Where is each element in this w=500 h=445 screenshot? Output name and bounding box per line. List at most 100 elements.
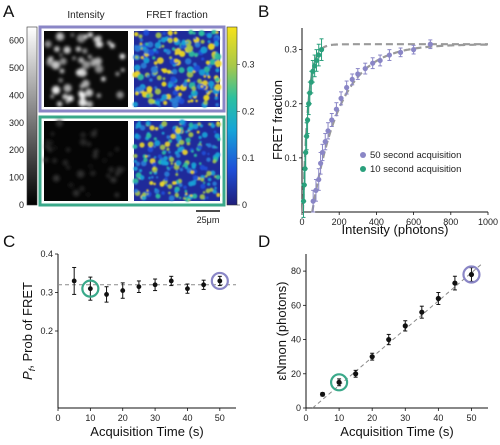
data-point	[353, 371, 359, 377]
x-tick-label: 30	[400, 413, 410, 423]
x-tick-label: 600	[406, 217, 421, 227]
data-point	[304, 133, 310, 139]
x-axis-label: Acquisition Time (s)	[90, 424, 203, 439]
x-tick-label: 800	[443, 217, 458, 227]
chart-c: 0 10 20 30 40 50 0.2 0.3 0.4 Acquisition Time (s)…	[20, 249, 236, 439]
data-point	[185, 286, 190, 292]
data-point	[319, 391, 326, 397]
data-point	[397, 49, 404, 55]
x-tick-label: 0	[303, 413, 308, 423]
x-tick-label: 50	[466, 413, 476, 423]
data-point	[313, 187, 319, 193]
x-tick-label: 10	[334, 413, 344, 423]
x-tick-label: 20	[118, 413, 128, 423]
x-axis-label: Acquisition Time (s)	[340, 424, 453, 439]
data-point	[333, 106, 340, 112]
x-tick-label: 200	[332, 217, 347, 227]
gray-tick-label: 0	[19, 200, 24, 210]
data-point	[369, 354, 375, 360]
gray-tick-label: 100	[9, 173, 24, 183]
x-tick-label: 0	[55, 413, 60, 423]
panel-d-label: D	[258, 232, 270, 251]
x-tick-label: 20	[367, 413, 377, 423]
y-tick-label: 0.3	[40, 288, 53, 298]
data-point	[87, 286, 93, 292]
data-point	[312, 63, 318, 69]
highlight-circle	[210, 271, 229, 291]
scale-bar-label: 25μm	[197, 215, 220, 225]
data-point	[313, 57, 320, 64]
x-axis-label: Intensity (photons)	[342, 222, 449, 237]
data-point	[336, 379, 342, 385]
gray-tick-label: 600	[9, 36, 24, 46]
data-point	[370, 60, 376, 66]
fret-colorbar-ticks: 0 0.1 0.2 0.3	[237, 60, 255, 210]
data-point	[201, 282, 207, 288]
y-axis-label: εNmon (photons)	[274, 281, 289, 380]
fret-image-top	[132, 29, 222, 108]
data-point	[377, 57, 383, 64]
x-tick-label: 50	[215, 413, 225, 423]
x-tick-label: 0	[299, 217, 304, 227]
top-row-frame	[38, 25, 226, 113]
panel-c-label: C	[3, 232, 15, 251]
data-point	[318, 160, 324, 166]
y-tick-label: 0.2	[40, 326, 53, 336]
data-point	[435, 295, 441, 302]
legend-entry: 10 second acquisition	[370, 164, 461, 175]
chart-d: 0 10 20 30 40 50 0 20 40 60 80 Acquisition Time (s)…	[274, 254, 488, 439]
data-point	[104, 292, 109, 297]
gray-colorbar-ticks: 0 100 200 300 400 500 600	[9, 36, 24, 210]
gray-tick-label: 500	[9, 63, 24, 73]
data-point	[427, 41, 433, 47]
data-point	[217, 278, 223, 284]
legend-entry: 50 second acquisition	[370, 150, 461, 161]
data-point	[349, 76, 355, 83]
x-tick-label: 10	[85, 413, 95, 423]
data-point	[329, 117, 335, 123]
gray-colorbar	[26, 26, 38, 206]
data-point	[304, 117, 311, 123]
highlight-circle	[329, 373, 349, 392]
y-tick-label: 0.2	[284, 99, 297, 109]
data-point	[338, 95, 344, 101]
fret-colorbar	[226, 26, 238, 206]
data-point	[468, 271, 475, 278]
gray-tick-label: 200	[9, 145, 24, 155]
data-point	[325, 128, 331, 134]
data-point	[136, 284, 142, 290]
data-point	[319, 149, 326, 156]
legend-marker	[360, 166, 366, 172]
data-point	[386, 52, 393, 58]
data-point	[71, 278, 77, 284]
y-tick-label: 80	[291, 266, 301, 276]
fret-tick-label: 0.2	[242, 106, 255, 116]
data-point	[362, 65, 368, 72]
gray-tick-label: 400	[9, 91, 24, 101]
x-tick-label: 40	[433, 413, 443, 423]
data-point	[310, 68, 316, 74]
chart-b: 0 200 400 600 800 1000 0.1 0.2 0.3 Intensity (pho…	[270, 28, 498, 237]
fret-tick-label: 0	[242, 200, 247, 210]
data-point	[355, 71, 361, 77]
y-tick-label: 0.3	[284, 45, 297, 55]
x-tick-label: 40	[182, 413, 192, 423]
data-point	[322, 139, 328, 145]
data-point	[316, 176, 322, 183]
gray-tick-label: 300	[9, 118, 24, 128]
x-tick-label: 400	[369, 217, 384, 227]
y-tick-label: 0	[296, 403, 301, 413]
fret-tick-label: 0.1	[242, 153, 255, 163]
bottom-row-frame	[38, 115, 226, 207]
intensity-image-bottom	[43, 119, 128, 201]
intensity-image-top	[44, 31, 128, 108]
data-point	[316, 52, 322, 58]
data-point	[303, 149, 309, 156]
reference-line	[312, 263, 482, 409]
intensity-header: Intensity	[67, 10, 104, 21]
data-point	[411, 47, 417, 53]
data-point	[452, 280, 458, 286]
data-point	[120, 288, 126, 293]
y-tick-label: 0.1	[284, 153, 297, 163]
